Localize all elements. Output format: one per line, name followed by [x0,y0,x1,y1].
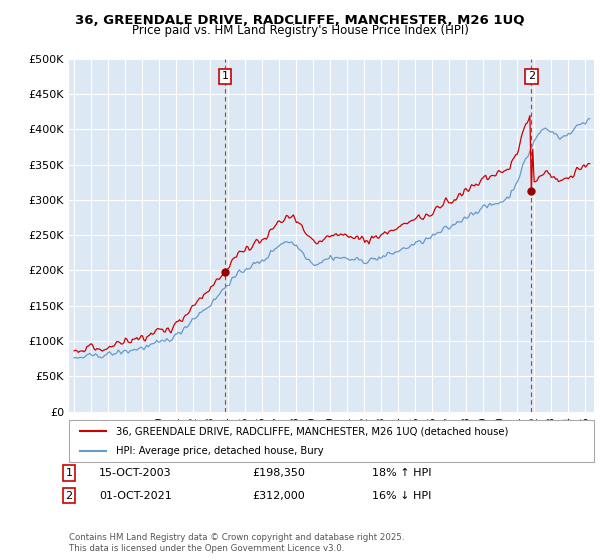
Text: 1: 1 [65,468,73,478]
Text: 2: 2 [65,491,73,501]
Text: £198,350: £198,350 [252,468,305,478]
Text: 18% ↑ HPI: 18% ↑ HPI [372,468,431,478]
Text: Contains HM Land Registry data © Crown copyright and database right 2025.
This d: Contains HM Land Registry data © Crown c… [69,533,404,553]
Text: 36, GREENDALE DRIVE, RADCLIFFE, MANCHESTER, M26 1UQ (detached house): 36, GREENDALE DRIVE, RADCLIFFE, MANCHEST… [116,426,509,436]
Text: 1: 1 [221,72,229,81]
Text: HPI: Average price, detached house, Bury: HPI: Average price, detached house, Bury [116,446,324,456]
Text: 2: 2 [528,72,535,81]
Text: 15-OCT-2003: 15-OCT-2003 [99,468,172,478]
Text: 36, GREENDALE DRIVE, RADCLIFFE, MANCHESTER, M26 1UQ: 36, GREENDALE DRIVE, RADCLIFFE, MANCHEST… [75,14,525,27]
Text: 01-OCT-2021: 01-OCT-2021 [99,491,172,501]
Text: £312,000: £312,000 [252,491,305,501]
Text: 16% ↓ HPI: 16% ↓ HPI [372,491,431,501]
Text: Price paid vs. HM Land Registry's House Price Index (HPI): Price paid vs. HM Land Registry's House … [131,24,469,37]
